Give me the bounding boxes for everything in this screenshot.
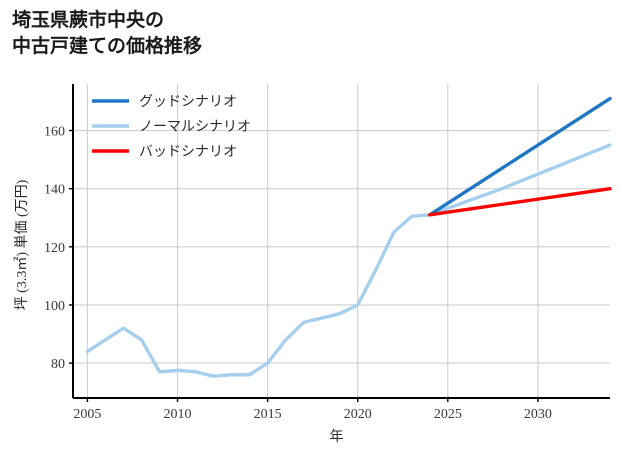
legend-item-3: バッドシナリオ — [139, 145, 237, 160]
axis-names: 年 坪 (3.3㎡) 単価 (万円) — [14, 179, 344, 445]
chart-title: 埼玉県蕨市中央の 中古戸建ての価格推移 — [12, 10, 203, 57]
y-axis-label: 坪 (3.3㎡) 単価 (万円) — [14, 179, 30, 310]
legend-item-2: ノーマルシナリオ — [139, 120, 251, 135]
axis-lines — [72, 84, 610, 399]
axis-tick-labels: 80 100 120 140 160 2005 2010 2015 2020 2025 2030 — [44, 125, 552, 422]
grid-lines — [73, 84, 610, 398]
x-tick-label: 2010 — [164, 407, 192, 422]
y-tick-label: 80 — [51, 357, 65, 372]
x-tick-label: 2030 — [524, 407, 552, 422]
x-tick-label: 2025 — [434, 407, 462, 422]
x-axis-label: 年 — [330, 429, 344, 445]
data-series-lines — [85, 96, 612, 378]
y-tick-label: 160 — [44, 125, 65, 140]
x-tick-label: 2015 — [254, 407, 282, 422]
x-tick-label: 2005 — [73, 407, 101, 422]
y-tick-label: 120 — [44, 241, 65, 256]
x-tick-label: 2020 — [344, 407, 372, 422]
y-tick-label: 100 — [44, 299, 65, 314]
legend-item-1: グッドシナリオ — [139, 94, 237, 110]
y-tick-label: 140 — [44, 183, 65, 198]
